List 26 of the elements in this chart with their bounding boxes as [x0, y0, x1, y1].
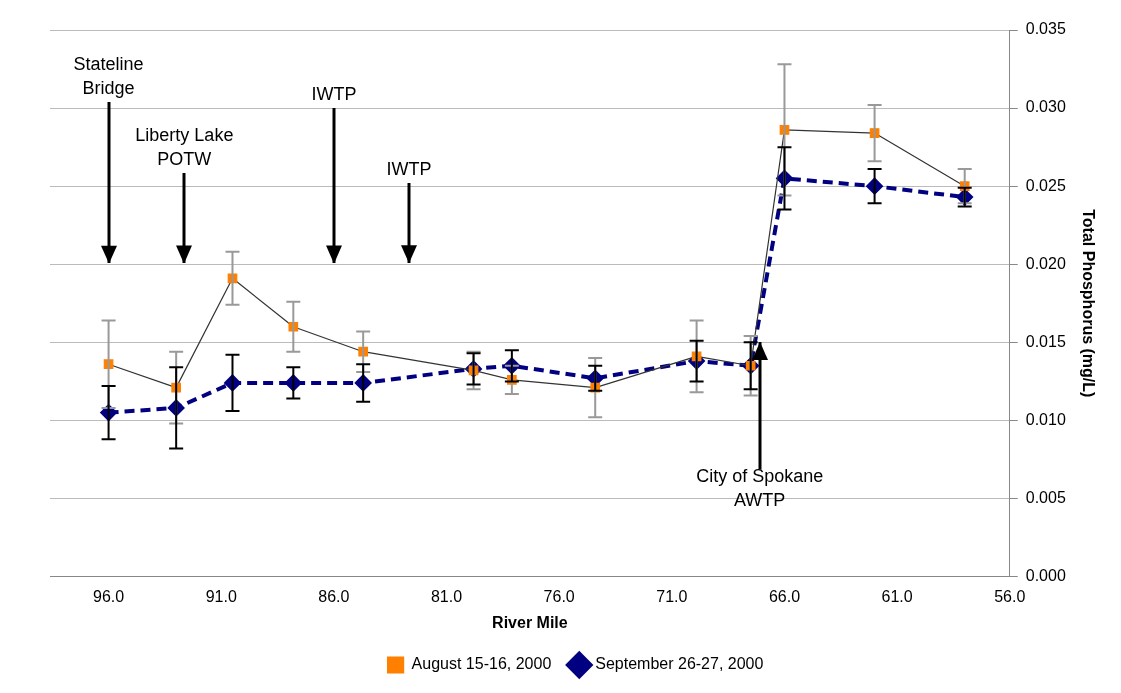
y-tick-label: 0.000: [1025, 567, 1066, 585]
legend-label: August 15-16, 2000: [411, 655, 552, 673]
x-tick-label: 61.0: [881, 587, 913, 605]
legend-label: September 26-27, 2000: [595, 655, 764, 673]
x-tick-label: 71.0: [656, 587, 688, 605]
annotation: City of Spokane AWTP: [696, 465, 824, 510]
x-tick-label: 66.0: [768, 587, 801, 605]
x-tick-label: 56.0: [994, 587, 1026, 605]
annotation: IWTP: [311, 83, 357, 104]
x-axis-title: River Mile: [492, 613, 568, 631]
annotation: IWTP: [386, 159, 432, 180]
x-tick-label: 86.0: [318, 587, 350, 605]
y-tick-label: 0.010: [1025, 410, 1066, 428]
x-tick-label: 91.0: [205, 587, 237, 605]
y-tick-label: 0.025: [1025, 176, 1066, 194]
y-tick-label: 0.030: [1025, 98, 1066, 116]
annotation: Liberty Lake POTW: [135, 124, 234, 169]
y-tick-label: 0.015: [1025, 332, 1066, 350]
annotation: Stateline Bridge: [73, 53, 144, 98]
y-tick-label: 0.005: [1025, 488, 1066, 506]
x-tick-label: 81.0: [430, 587, 463, 605]
x-tick-label: 76.0: [543, 587, 575, 605]
x-tick-label: 96.0: [93, 587, 125, 605]
y-tick-label: 0.020: [1025, 254, 1066, 272]
y-axis-title: Total Phosphorus (mg/L): [1079, 209, 1097, 398]
y-tick-label: 0.035: [1025, 20, 1066, 38]
